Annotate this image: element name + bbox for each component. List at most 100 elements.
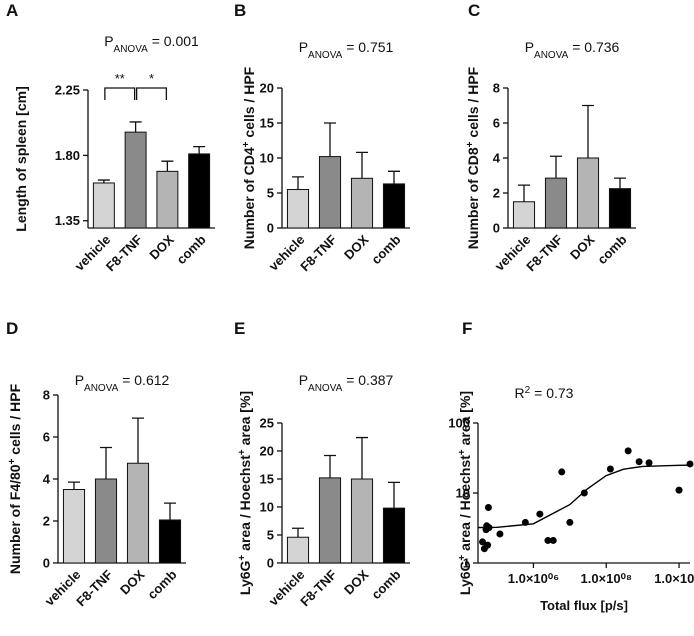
- title-part: P: [104, 33, 113, 49]
- data-point: [686, 460, 694, 468]
- y-label-part: +: [237, 449, 248, 455]
- data-point: [566, 518, 574, 526]
- data-point: [484, 504, 492, 512]
- y-label-part: Length of spleen [cm]: [13, 86, 29, 231]
- x-tick-label: DOX: [117, 567, 148, 598]
- panel-title: PANOVA = 0.751: [299, 39, 394, 61]
- error-bar: [356, 436, 368, 479]
- title-part: = 0.387: [342, 372, 393, 388]
- y-tick-label: 1: [463, 556, 470, 571]
- x-tick-label: DOX: [567, 232, 598, 263]
- error-bar: [324, 454, 336, 478]
- bar: [318, 477, 342, 564]
- title-part: ANOVA: [308, 383, 343, 394]
- panel: E PANOVA = 0.387 Ly6G+ area / Hoechst+ are…: [234, 319, 410, 609]
- y-tick-label: 4: [493, 151, 501, 166]
- error-bar: [292, 176, 304, 190]
- y-tick-label: 8: [43, 388, 50, 403]
- y-tick-label: 5: [267, 528, 274, 543]
- data-point: [606, 465, 614, 473]
- y-label-part: Ly6G: [457, 560, 473, 595]
- error-bar: [550, 155, 562, 179]
- y-tick-label: 4: [43, 472, 51, 487]
- y-tick-label: 2: [43, 514, 50, 529]
- y-label-part: area / Hoechst: [457, 455, 473, 555]
- title-part: = 0.73: [530, 385, 573, 401]
- bar: [62, 489, 86, 564]
- error-bar: [518, 184, 530, 202]
- title-part: ANOVA: [534, 50, 569, 61]
- y-label-part: +: [237, 555, 248, 561]
- bar: [350, 478, 374, 564]
- error-bar: [292, 527, 304, 538]
- y-tick-label: 1.35: [55, 213, 80, 228]
- y-tick-label: 10: [456, 486, 470, 501]
- bar: [544, 177, 568, 229]
- y-label-part: area [%]: [237, 391, 253, 449]
- y-tick-label: 6: [43, 430, 50, 445]
- y-axis-label: Number of F4/80+ cells / HPF: [7, 383, 24, 574]
- y-tick-label: 20: [260, 81, 274, 96]
- x-tick-label: comb: [594, 232, 629, 267]
- x-tick-label: 1.0×10⁰⁸: [580, 571, 631, 586]
- panel: C PANOVA = 0.736 Number of CD8+ cells / HP…: [465, 1, 636, 274]
- data-point: [635, 458, 643, 466]
- y-tick-label: 0: [267, 221, 274, 236]
- title-part: ANOVA: [114, 44, 149, 55]
- x-tick-label: comb: [174, 232, 209, 267]
- panel: D PANOVA = 0.612 Number of F4/80+ cells / …: [6, 319, 186, 609]
- y-label-part: Number of CD8: [465, 147, 481, 249]
- y-label-part: Number of F4/80: [7, 464, 23, 574]
- data-point: [479, 538, 487, 546]
- x-axis-label: Total flux [p/s]: [540, 598, 628, 613]
- title-part: P: [299, 39, 308, 55]
- data-point: [484, 541, 492, 549]
- significance-label: *: [149, 71, 154, 86]
- panel: B PANOVA = 0.751 Number of CD4+ cells / HP…: [234, 1, 410, 274]
- bar: [92, 182, 115, 229]
- panel: A PANOVA = 0.001 Length of spleen [cm] 1.35…: [6, 1, 215, 274]
- x-tick-label: F8-TNF: [73, 567, 115, 609]
- y-tick-label: 2: [493, 186, 500, 201]
- significance-bracket: [104, 87, 136, 100]
- y-label-part: Ly6G: [237, 560, 253, 595]
- bar: [126, 462, 150, 564]
- error-bar: [129, 121, 142, 133]
- data-point: [544, 536, 552, 544]
- panel-letter: F: [462, 319, 472, 338]
- y-label-part: area [%]: [457, 391, 473, 449]
- y-axis-label: Number of CD8+ cells / HPF: [465, 66, 482, 249]
- bar: [382, 183, 406, 229]
- title-part: R: [515, 385, 525, 401]
- title-part: P: [525, 39, 534, 55]
- title-part: ANOVA: [84, 383, 119, 394]
- bar: [382, 507, 406, 564]
- panel-letter: D: [6, 319, 18, 338]
- error-bar: [614, 177, 626, 189]
- bar: [512, 201, 536, 229]
- y-tick-label: 10: [260, 151, 274, 166]
- fit-curve: [477, 464, 691, 529]
- error-bar: [582, 104, 594, 158]
- panel-letter: B: [234, 1, 246, 20]
- panel-title: PANOVA = 0.736: [525, 39, 620, 61]
- y-tick-label: 15: [260, 472, 274, 487]
- panel-title: PANOVA = 0.387: [299, 372, 394, 394]
- panel-letter: E: [234, 319, 245, 338]
- error-bar: [193, 146, 206, 154]
- title-part: = 0.736: [568, 39, 619, 55]
- data-point: [536, 510, 544, 518]
- y-label-part: +: [465, 141, 476, 147]
- y-tick-label: 100: [448, 416, 470, 431]
- x-tick-label: F8-TNF: [103, 232, 145, 274]
- y-tick-label: 0: [43, 556, 50, 571]
- y-axis-label: Ly6G+ area / Hoechst+ area [%]: [237, 391, 254, 595]
- significance-label: **: [115, 71, 125, 86]
- panel-letter: C: [468, 1, 480, 20]
- data-point: [675, 486, 683, 494]
- y-label-part: cells / HPF: [241, 66, 257, 141]
- data-point: [580, 489, 588, 497]
- bar: [156, 170, 179, 229]
